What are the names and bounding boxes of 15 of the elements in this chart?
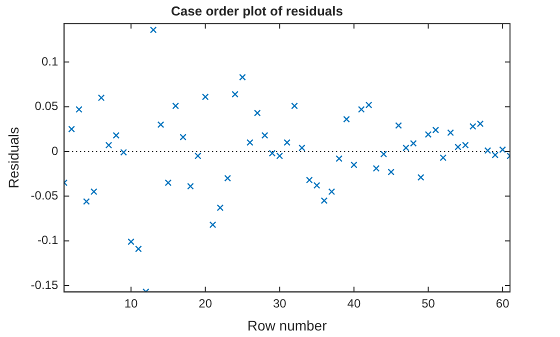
x-tick-label: 40 [347, 296, 361, 310]
y-tick-label: -0.05 [30, 188, 58, 202]
y-tick-label: 0.05 [34, 99, 58, 114]
y-tick-label: 0 [51, 144, 58, 158]
y-tick-label: 0.1 [41, 54, 58, 68]
x-tick-label: 10 [124, 296, 138, 310]
y-tick-label: -0.1 [37, 233, 58, 248]
x-tick-label: 50 [422, 296, 436, 310]
y-axis-title: Residuals [5, 126, 22, 188]
x-axis-title: Row number [247, 317, 328, 334]
x-tick-label: 20 [198, 296, 212, 310]
y-tick-label: -0.15 [30, 278, 58, 292]
x-tick-label: 30 [272, 296, 287, 310]
x-tick-label: 60 [496, 296, 510, 310]
chart-title: Case order plot of residuals [171, 3, 343, 18]
